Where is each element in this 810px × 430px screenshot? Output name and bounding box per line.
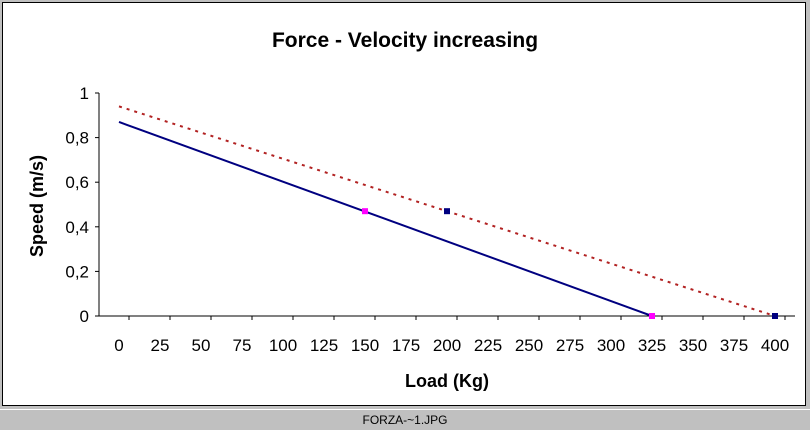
x-tick-label: 0 [114, 336, 123, 355]
x-tick-label: 125 [310, 336, 338, 355]
x-tick-label: 75 [233, 336, 252, 355]
series-1-trendline [118, 121, 653, 317]
y-tick-label: 0 [80, 307, 89, 326]
x-tick-label: 225 [474, 336, 502, 355]
y-tick-label: 0,8 [65, 129, 89, 148]
x-tick-label: 400 [761, 336, 789, 355]
x-tick-label: 100 [269, 336, 297, 355]
y-tick-label: 0,6 [65, 173, 89, 192]
x-tick-label: 175 [392, 336, 420, 355]
x-tick-label: 50 [192, 336, 211, 355]
x-tick-label: 375 [720, 336, 748, 355]
series-2-point [772, 313, 778, 319]
series-1-point [649, 313, 655, 319]
status-bar: FORZA-~1.JPG [0, 409, 810, 430]
x-tick-label: 275 [556, 336, 584, 355]
y-tick-label: 1 [80, 84, 89, 103]
x-tick-label: 325 [638, 336, 666, 355]
x-axis-label: Load (Kg) [405, 371, 489, 391]
y-tick-label: 0,4 [65, 218, 89, 237]
series-2-point [444, 208, 450, 215]
chart-frame: Force - Velocity increasing 0 0,2 0,4 0,6 0,8… [2, 2, 806, 406]
status-filename: FORZA-~1.JPG [362, 413, 448, 427]
x-tick-label: 25 [151, 336, 170, 355]
x-tick-label: 300 [597, 336, 625, 355]
chart-title: Force - Velocity increasing [272, 29, 538, 52]
y-tick-label: 0,2 [65, 262, 89, 281]
x-tick-label: 350 [679, 336, 707, 355]
x-tick-label: 150 [351, 336, 379, 355]
x-tick-label: 200 [433, 336, 461, 355]
x-tick-label: 250 [515, 336, 543, 355]
y-axis-label: Speed (m/s) [27, 155, 47, 257]
series-1-point [362, 208, 368, 215]
force-velocity-chart: Force - Velocity increasing 0 0,2 0,4 0,6 0,8… [27, 29, 795, 391]
